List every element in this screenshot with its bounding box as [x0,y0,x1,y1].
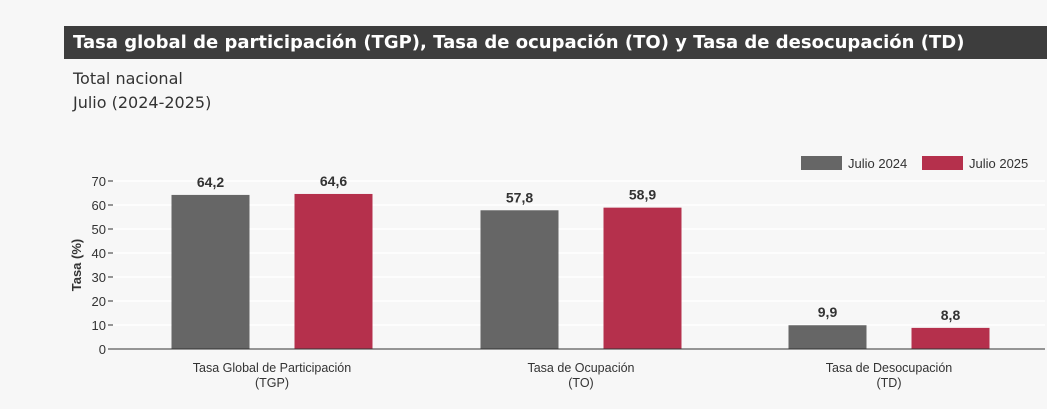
data-label: 57,8 [506,189,533,205]
chart-title: Tasa global de participación (TGP), Tasa… [64,26,1047,59]
data-label: 58,9 [629,187,656,203]
data-label: 9,9 [818,304,838,320]
data-label: 64,6 [320,173,347,189]
x-tick-label: Tasa de Ocupación [527,361,634,375]
legend-label: Julio 2025 [969,156,1028,171]
y-tick-label: 20 [92,294,106,309]
y-tick-label: 50 [92,222,106,237]
y-tick-label: 0 [99,342,106,357]
bar [911,327,990,349]
legend-swatch [922,156,963,170]
y-tick-label: 30 [92,270,106,285]
bar [171,194,250,349]
bar [294,193,373,349]
legend-label: Julio 2024 [848,156,907,171]
chart-subtitle: Total nacional [73,69,183,88]
y-tick-label: 60 [92,198,106,213]
chart-subtitle-period: Julio (2024-2025) [73,93,212,112]
data-label: 8,8 [941,307,961,323]
y-tick-label: 10 [92,318,106,333]
x-tick-label: (TGP) [255,376,289,390]
bar [788,325,867,349]
x-tick-label: Tasa de Desocupación [826,361,953,375]
x-tick-label: (TD) [877,376,902,390]
y-tick-label: 40 [92,246,106,261]
data-label: 64,2 [197,174,224,190]
y-axis-label: Tasa (%) [69,239,84,292]
legend-swatch [801,156,842,170]
x-tick-label: (TO) [568,376,593,390]
bar [603,207,682,349]
bar [480,210,559,349]
x-tick-label: Tasa Global de Participación [193,361,351,375]
y-tick-label: 70 [92,174,106,189]
